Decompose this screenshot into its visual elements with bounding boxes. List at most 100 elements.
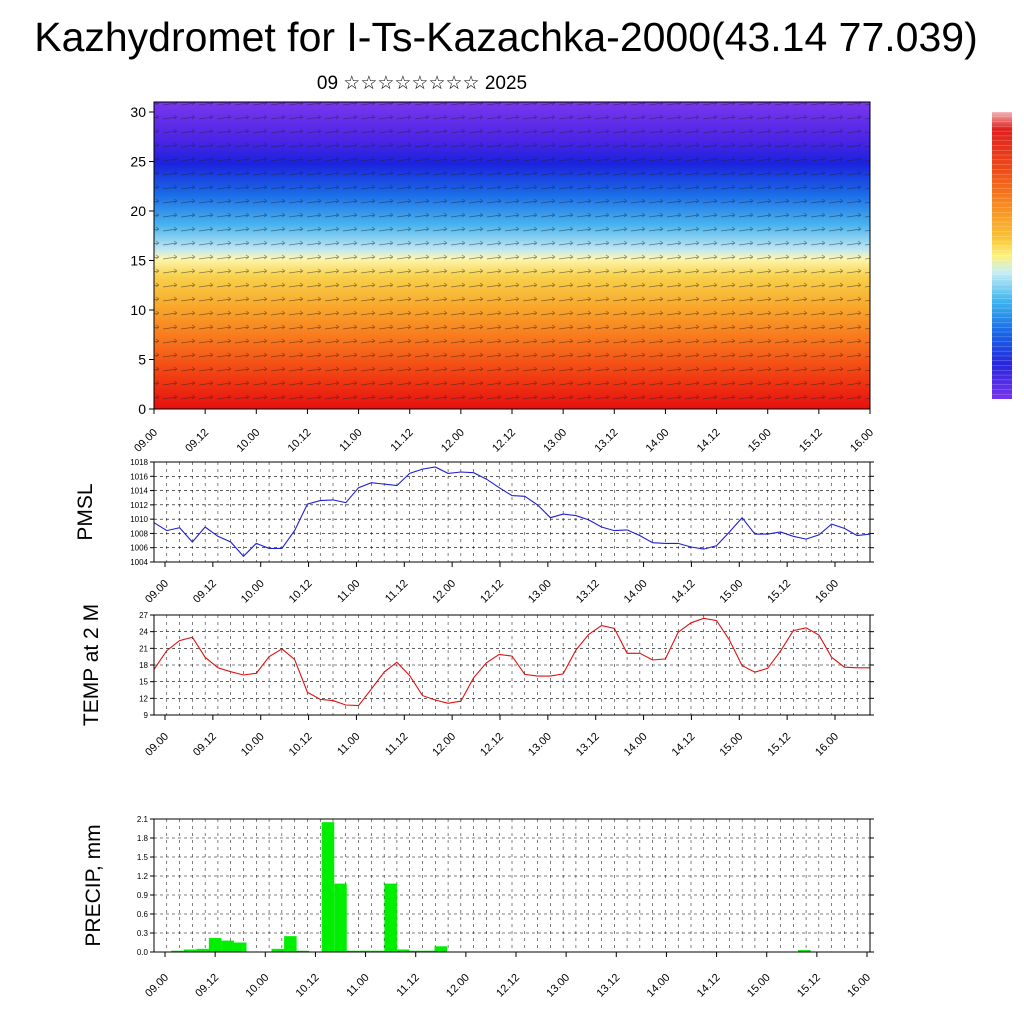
pmsl-xtick-label: 13.12 (574, 578, 602, 606)
temperature-panel: 9 12 15 18 21 24 27 TEMP at 2 M 09.00 09.12 10.00 1… (80, 604, 874, 759)
pmsl-xtick-label: 14.12 (670, 578, 698, 606)
precip-xtick-label: 16.00 (845, 972, 873, 1000)
precip-ylabel: PRECIP, mm (82, 824, 105, 946)
temp-xtick-label: 11.12 (383, 731, 410, 758)
xsec-xtick-label: 15.00 (746, 427, 774, 455)
pmsl-xtick-label: 09.00 (143, 578, 171, 606)
precip-bar (346, 950, 360, 952)
precip-xtick-label: 13.00 (544, 972, 572, 1000)
xsec-xtick-label: 15.12 (797, 427, 825, 455)
pmsl-xtick-label: 10.12 (287, 578, 315, 606)
precip-bar (798, 950, 811, 952)
temp-ytick-label: 9 (144, 711, 149, 720)
precip-xtick-label: 10.12 (294, 972, 322, 1000)
precip-ytick-label: 1.5 (137, 853, 149, 862)
temp-series-line (153, 617, 870, 707)
precip-bar (334, 883, 347, 952)
xsec-xtick-label: 10.00 (234, 427, 262, 455)
precip-bar (396, 949, 410, 952)
chart-subtitle: 09 ☆☆☆☆☆☆☆☆ 2025 (316, 73, 528, 94)
pmsl-xtick-label: 15.12 (765, 578, 793, 606)
pmsl-xtick-label: 12.00 (430, 578, 458, 606)
temp-xtick-label: 14.12 (670, 731, 698, 759)
xsec-xtick-label: 13.12 (592, 427, 620, 455)
temp-ytick-label: 15 (139, 678, 148, 687)
xsec-ytick-label: 5 (138, 352, 146, 368)
precip-bar (233, 942, 247, 952)
temp-xtick-label: 16.00 (813, 731, 841, 759)
xsec-xtick-label: 12.12 (490, 427, 518, 455)
precip-bar (359, 950, 372, 952)
temp-xtick-label: 14.00 (622, 731, 650, 759)
pmsl-ytick-label: 1004 (130, 558, 148, 567)
precip-xtick-label: 11.12 (394, 972, 421, 999)
precip-bar (384, 883, 397, 952)
pmsl-ytick-label: 1018 (130, 458, 148, 467)
xsec-wind-vectors (154, 102, 870, 409)
pmsl-ytick-label: 1006 (130, 544, 148, 553)
temp-ytick-label: 24 (139, 628, 148, 637)
pmsl-xtick-label: 12.12 (478, 578, 506, 606)
pmsl-xtick-label: 16.00 (813, 578, 841, 606)
temp-ytick-label: 12 (139, 694, 148, 703)
precip-ytick-label: 0.3 (137, 929, 149, 938)
precip-ytick-label: 1.8 (137, 834, 149, 843)
colorbar (992, 111, 1012, 399)
precip-ytick-label: 0.0 (137, 948, 149, 957)
pmsl-frame (153, 461, 871, 563)
xsec-xtick-label: 10.12 (286, 427, 314, 455)
pmsl-ytick-label: 1010 (130, 515, 148, 524)
precip-ytick-label: 0.6 (137, 910, 149, 919)
precip-bar (196, 948, 209, 952)
xsec-xtick-label: 09.12 (183, 427, 211, 455)
precip-xtick-label: 12.12 (494, 972, 522, 1000)
precip-bar (409, 950, 422, 952)
temp-xtick-label: 12.00 (430, 731, 458, 759)
precip-bar (321, 822, 335, 952)
precip-ytick-label: 2.1 (137, 815, 149, 824)
precip-xtick-label: 09.12 (193, 972, 221, 1000)
precip-xtick-label: 14.12 (695, 972, 723, 1000)
pmsl-ytick-label: 1008 (130, 529, 148, 538)
precip-bar (171, 950, 184, 952)
colorbar-gradient (992, 112, 1012, 399)
precip-bar (183, 949, 197, 952)
precip-bar (296, 950, 310, 952)
xsec-xtick-label: 11.12 (388, 427, 415, 454)
precip-frame (153, 818, 871, 953)
pmsl-xtick-label: 11.12 (383, 578, 410, 605)
precip-xtick-label: 14.00 (645, 972, 673, 1000)
precip-ytick-label: 0.9 (137, 891, 149, 900)
temp-xtick-label: 15.00 (717, 731, 745, 759)
xsec-xtick-label: 09.00 (132, 427, 160, 455)
temp-frame (153, 614, 871, 716)
temp-xtick-label: 10.00 (239, 731, 267, 759)
pmsl-panel: 1004 1006 1008 1010 1012 1014 1016 1018 PMSL 09.0… (74, 458, 874, 606)
temp-xtick-label: 11.00 (335, 731, 362, 758)
precip-bar (434, 946, 448, 952)
temp-xtick-label: 13.12 (574, 731, 602, 759)
pmsl-xtick-label: 11.00 (335, 578, 362, 605)
temp-xtick-label: 10.12 (287, 731, 315, 759)
pmsl-xtick-label: 10.00 (239, 578, 267, 606)
precip-xtick-label: 09.00 (143, 972, 171, 1000)
precip-ytick-label: 1.2 (137, 872, 149, 881)
precip-bar (371, 950, 385, 952)
xsec-xtick-label: 14.12 (695, 427, 723, 455)
xsec-xtick-label: 12.00 (439, 427, 467, 455)
temp-xtick-label: 13.00 (526, 731, 554, 759)
cross-section-panel: 0 5 10 15 20 25 30 09.00 09.12 10.00 10.12 11.00 11.… (130, 101, 876, 455)
pmsl-ylabel: PMSL (74, 483, 97, 540)
pmsl-xtick-label: 13.00 (526, 578, 554, 606)
temp-ytick-label: 18 (139, 661, 148, 670)
chart-title: Kazhydromet for I-Ts-Kazachka-2000(43.14… (34, 14, 978, 60)
precip-bar (208, 938, 222, 952)
xsec-ytick-label: 30 (130, 104, 146, 120)
pmsl-series-line (153, 466, 871, 558)
xsec-xtick-label: 16.00 (848, 427, 876, 455)
pmsl-xtick-label: 14.00 (622, 578, 650, 606)
pmsl-ytick-label: 1014 (130, 487, 148, 496)
temp-ylabel: TEMP at 2 M (80, 604, 103, 726)
xsec-ytick-label: 20 (130, 203, 146, 219)
